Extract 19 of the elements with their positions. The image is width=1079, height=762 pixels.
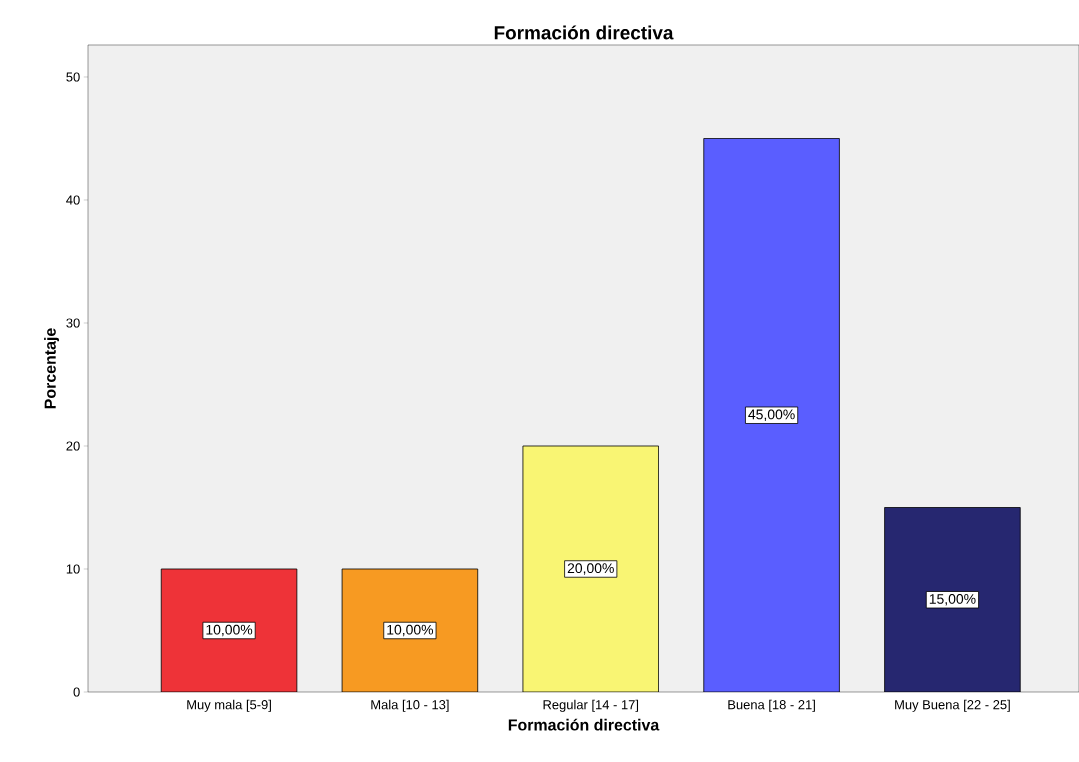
y-tick-label: 10 <box>66 564 80 574</box>
y-tick-label: 20 <box>66 441 80 451</box>
x-tick-label: Muy Buena [22 - 25] <box>895 699 1010 712</box>
x-tick-label: Mala [10 - 13] <box>371 699 449 712</box>
x-tick-label: Regular [14 - 17] <box>543 699 639 712</box>
x-tick-label: Muy mala [5-9] <box>187 699 271 712</box>
data-label: 15,00% <box>929 593 976 606</box>
x-axis-title: Formación directiva <box>508 718 660 731</box>
data-label: 10,00% <box>387 624 434 637</box>
chart-title: Formación directiva <box>494 25 674 40</box>
x-tick-label: Buena [18 - 21] <box>728 699 815 712</box>
data-label: 45,00% <box>748 409 795 421</box>
data-label: 20,00% <box>567 563 614 575</box>
y-tick-label: 40 <box>66 195 80 205</box>
data-label: 10,00% <box>206 624 253 637</box>
y-tick-label: 30 <box>66 318 80 328</box>
y-tick-label: 50 <box>66 72 80 82</box>
y-tick-label: 0 <box>73 687 80 697</box>
y-axis-title: Porcentaje <box>44 328 59 409</box>
